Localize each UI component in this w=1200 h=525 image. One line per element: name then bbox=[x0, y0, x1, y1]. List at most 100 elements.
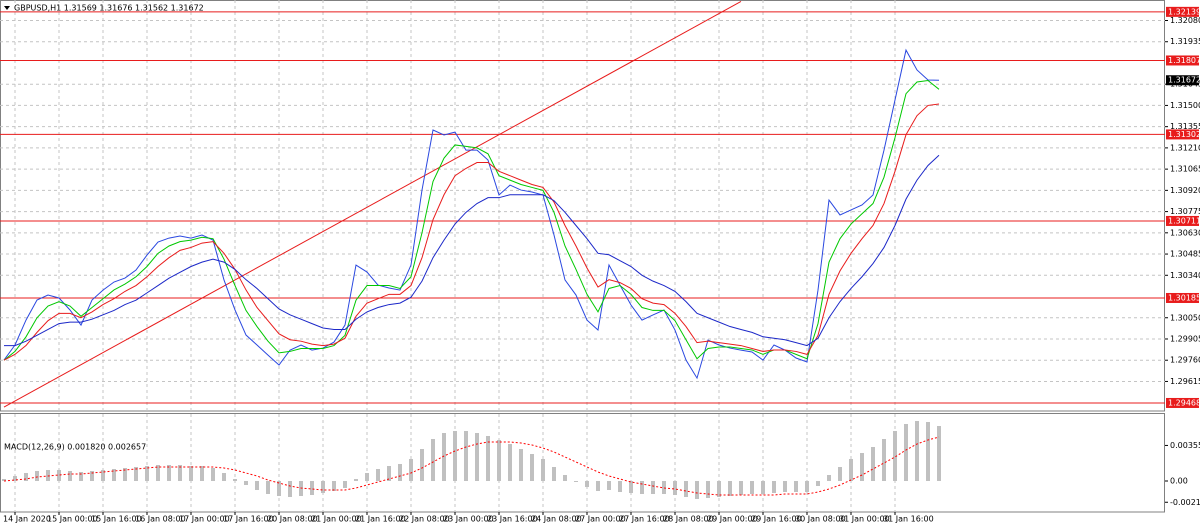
macd-histogram-bar bbox=[629, 481, 633, 493]
macd-histogram-bar bbox=[376, 469, 380, 481]
axis-layer: 1.320801.319351.316451.315001.313551.312… bbox=[3, 6, 1200, 524]
y-tick-label: 1.30775 bbox=[1170, 207, 1200, 216]
macd-histogram-bar bbox=[310, 481, 314, 495]
macd-panel-frame bbox=[0, 413, 1165, 513]
x-tick-label: 21 Jan 16:00 bbox=[355, 515, 406, 524]
macd-histogram-bar bbox=[79, 472, 83, 481]
level-label-box bbox=[1166, 215, 1199, 226]
macd-histogram-bar bbox=[662, 481, 666, 494]
x-tick-label: 23 Jan 16:00 bbox=[487, 515, 538, 524]
x-tick-label: 15 Jan 00:00 bbox=[47, 515, 98, 524]
level-label: 1.29468 bbox=[1168, 398, 1200, 407]
x-tick-label: 27 Jan 00:00 bbox=[575, 515, 626, 524]
macd-histogram-bar bbox=[123, 468, 127, 481]
macd-histogram-bar bbox=[475, 433, 479, 481]
macd-y-tick-label: 0.00 bbox=[1170, 477, 1188, 486]
macd-histogram-bar bbox=[585, 481, 589, 487]
macd-histogram-bar bbox=[167, 465, 171, 481]
macd-histogram-bar bbox=[816, 481, 820, 486]
macd-histogram-bar bbox=[233, 479, 237, 481]
main-layer bbox=[0, 1, 1165, 408]
macd-histogram-bar bbox=[772, 481, 776, 493]
level-label: 1.31302 bbox=[1168, 130, 1200, 139]
macd-histogram-bar bbox=[200, 466, 204, 481]
macd-signal-line bbox=[3, 436, 940, 496]
macd-histogram-bar bbox=[937, 426, 941, 481]
y-tick-label: 1.32080 bbox=[1170, 16, 1200, 25]
main-panel-frame bbox=[0, 0, 1165, 412]
last-price-box bbox=[1166, 75, 1199, 86]
macd-histogram-bar bbox=[904, 424, 908, 481]
x-tick-label: 28 Jan 08:00 bbox=[663, 515, 714, 524]
macd-histogram-bar bbox=[563, 475, 567, 481]
trend-line bbox=[3, 1, 742, 408]
y-tick-label: 1.29615 bbox=[1170, 377, 1200, 386]
macd-histogram-bar bbox=[134, 467, 138, 481]
y-tick-label: 1.30050 bbox=[1170, 313, 1200, 322]
macd-histogram-bar bbox=[618, 481, 622, 492]
macd-histogram-bar bbox=[706, 481, 710, 498]
macd-histogram-bar bbox=[68, 471, 72, 481]
macd-histogram-bar bbox=[915, 421, 919, 481]
macd-histogram-bar bbox=[640, 481, 644, 494]
macd-histogram-bar bbox=[750, 481, 754, 494]
macd-histogram-bar bbox=[574, 481, 578, 482]
macd-histogram-bar bbox=[717, 481, 721, 497]
macd-histogram-bar bbox=[57, 470, 61, 481]
y-tick-label: 1.30630 bbox=[1170, 228, 1200, 237]
macd-histogram-bar bbox=[101, 470, 105, 481]
x-tick-label: 29 Jan 16:00 bbox=[751, 515, 802, 524]
macd-y-tick-label: -0.002125 bbox=[1170, 498, 1200, 507]
x-tick-label: 15 Jan 16:00 bbox=[91, 515, 142, 524]
x-tick-label: 24 Jan 08:00 bbox=[531, 515, 582, 524]
x-tick-label: 30 Jan 08:00 bbox=[795, 515, 846, 524]
y-tick-label: 1.31935 bbox=[1170, 37, 1200, 46]
x-tick-label: 31 Jan 00:00 bbox=[839, 515, 890, 524]
macd-histogram-bar bbox=[365, 473, 369, 481]
x-tick-label: 29 Jan 00:00 bbox=[707, 515, 758, 524]
macd-histogram-bar bbox=[453, 431, 457, 481]
macd-histogram-bar bbox=[519, 449, 523, 481]
macd-histogram-bar bbox=[409, 459, 413, 481]
macd-histogram-bar bbox=[2, 479, 6, 481]
macd-histogram-bar bbox=[343, 481, 347, 488]
level-label: 1.32139 bbox=[1168, 7, 1200, 16]
macd-histogram-bar bbox=[739, 481, 743, 495]
macd-histogram-bar bbox=[871, 447, 875, 481]
x-tick-label: 31 Jan 16:00 bbox=[883, 515, 934, 524]
macd-histogram-bar bbox=[651, 481, 655, 494]
macd-histogram-bar bbox=[431, 439, 435, 481]
macd-histogram-bar bbox=[90, 471, 94, 481]
moving-average-line bbox=[4, 154, 940, 347]
macd-histogram-bar bbox=[761, 481, 765, 494]
macd-histogram-bar bbox=[442, 433, 446, 481]
macd-histogram-bar bbox=[893, 431, 897, 481]
macd-histogram-bar bbox=[508, 444, 512, 481]
macd-histogram-bar bbox=[541, 459, 545, 481]
macd-histogram-bar bbox=[35, 471, 39, 481]
symbol-menu-icon[interactable] bbox=[4, 6, 10, 10]
macd-histogram-bar bbox=[596, 481, 600, 491]
macd-histogram-bar bbox=[24, 473, 28, 481]
macd-histogram-bar bbox=[728, 481, 732, 496]
macd-y-tick-label: 0.003556 bbox=[1170, 441, 1200, 450]
macd-histogram-bar bbox=[13, 476, 17, 481]
macd-histogram-bar bbox=[189, 466, 193, 481]
macd-histogram-bar bbox=[222, 473, 226, 481]
macd-histogram-bar bbox=[244, 481, 248, 485]
chart-title: GBPUSD,H1 1.31569 1.31676 1.31562 1.3167… bbox=[14, 4, 204, 13]
macd-histogram-bar bbox=[398, 464, 402, 481]
x-tick-label: 27 Jan 16:00 bbox=[619, 515, 670, 524]
x-tick-label: 17 Jan 00:00 bbox=[179, 515, 230, 524]
macd-histogram-bar bbox=[178, 465, 182, 481]
macd-histogram-bar bbox=[860, 453, 864, 481]
macd-histogram-bar bbox=[387, 466, 391, 481]
level-label-box bbox=[1166, 129, 1199, 140]
last-price-label: 1.31672 bbox=[1168, 76, 1200, 85]
macd-histogram-bar bbox=[805, 481, 809, 492]
macd-histogram-bar bbox=[145, 466, 149, 481]
macd-histogram-bar bbox=[464, 431, 468, 481]
macd-histogram-bar bbox=[288, 481, 292, 497]
macd-layer bbox=[2, 421, 941, 499]
macd-histogram-bar bbox=[673, 481, 677, 495]
